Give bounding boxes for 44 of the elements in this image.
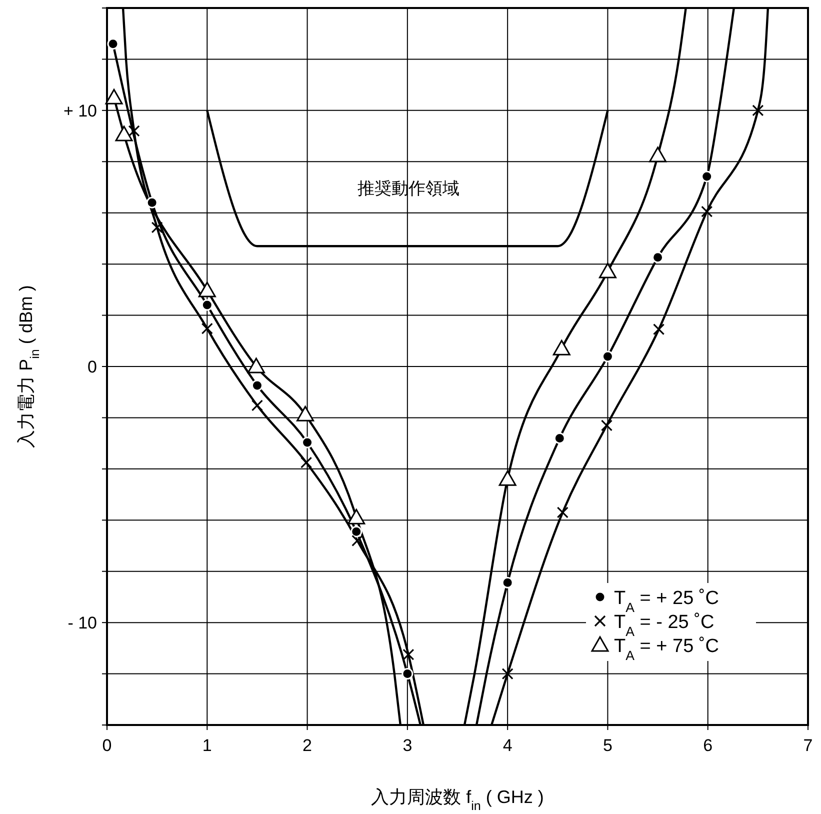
point (556, 506, 568, 518)
x-tick-label: 2 (302, 736, 312, 755)
point (402, 648, 414, 660)
point (348, 508, 366, 524)
point (247, 358, 265, 374)
x-tick-label: 0 (102, 736, 112, 755)
y-tick-label: - 10 (68, 614, 97, 633)
point (146, 196, 158, 208)
point (498, 470, 516, 486)
point (201, 299, 213, 311)
point (128, 125, 140, 137)
point (300, 456, 312, 468)
point (502, 668, 514, 680)
point (296, 406, 314, 422)
x-axis-title: 入力周波数 f$_{in}$ ( GHz ) (371, 787, 544, 813)
x-tick-label: 5 (602, 736, 612, 755)
x-tick-label: 7 (803, 736, 813, 755)
point (554, 432, 566, 444)
point (502, 576, 514, 588)
point (198, 282, 216, 298)
point (105, 88, 123, 104)
point (151, 222, 163, 234)
point (600, 420, 613, 432)
y-tick-label: + 10 (63, 101, 97, 120)
x-tick-label: 3 (402, 736, 412, 755)
point (352, 534, 364, 546)
point (701, 206, 713, 218)
point (752, 104, 764, 116)
point (649, 146, 667, 162)
x-tick-label: 1 (202, 736, 212, 755)
point (107, 38, 119, 50)
point (552, 340, 570, 356)
point (652, 324, 665, 336)
point (350, 526, 362, 538)
legend-label: T$_{A}$ = + 75 ˚C (614, 636, 719, 662)
x-tick-label: 4 (502, 736, 512, 755)
point (251, 400, 264, 412)
point (115, 126, 133, 142)
y-tick-label: 0 (88, 358, 97, 376)
point (201, 322, 213, 334)
point (598, 262, 616, 278)
point (402, 668, 414, 680)
x-tick-label: 6 (703, 736, 713, 755)
point (701, 170, 713, 182)
